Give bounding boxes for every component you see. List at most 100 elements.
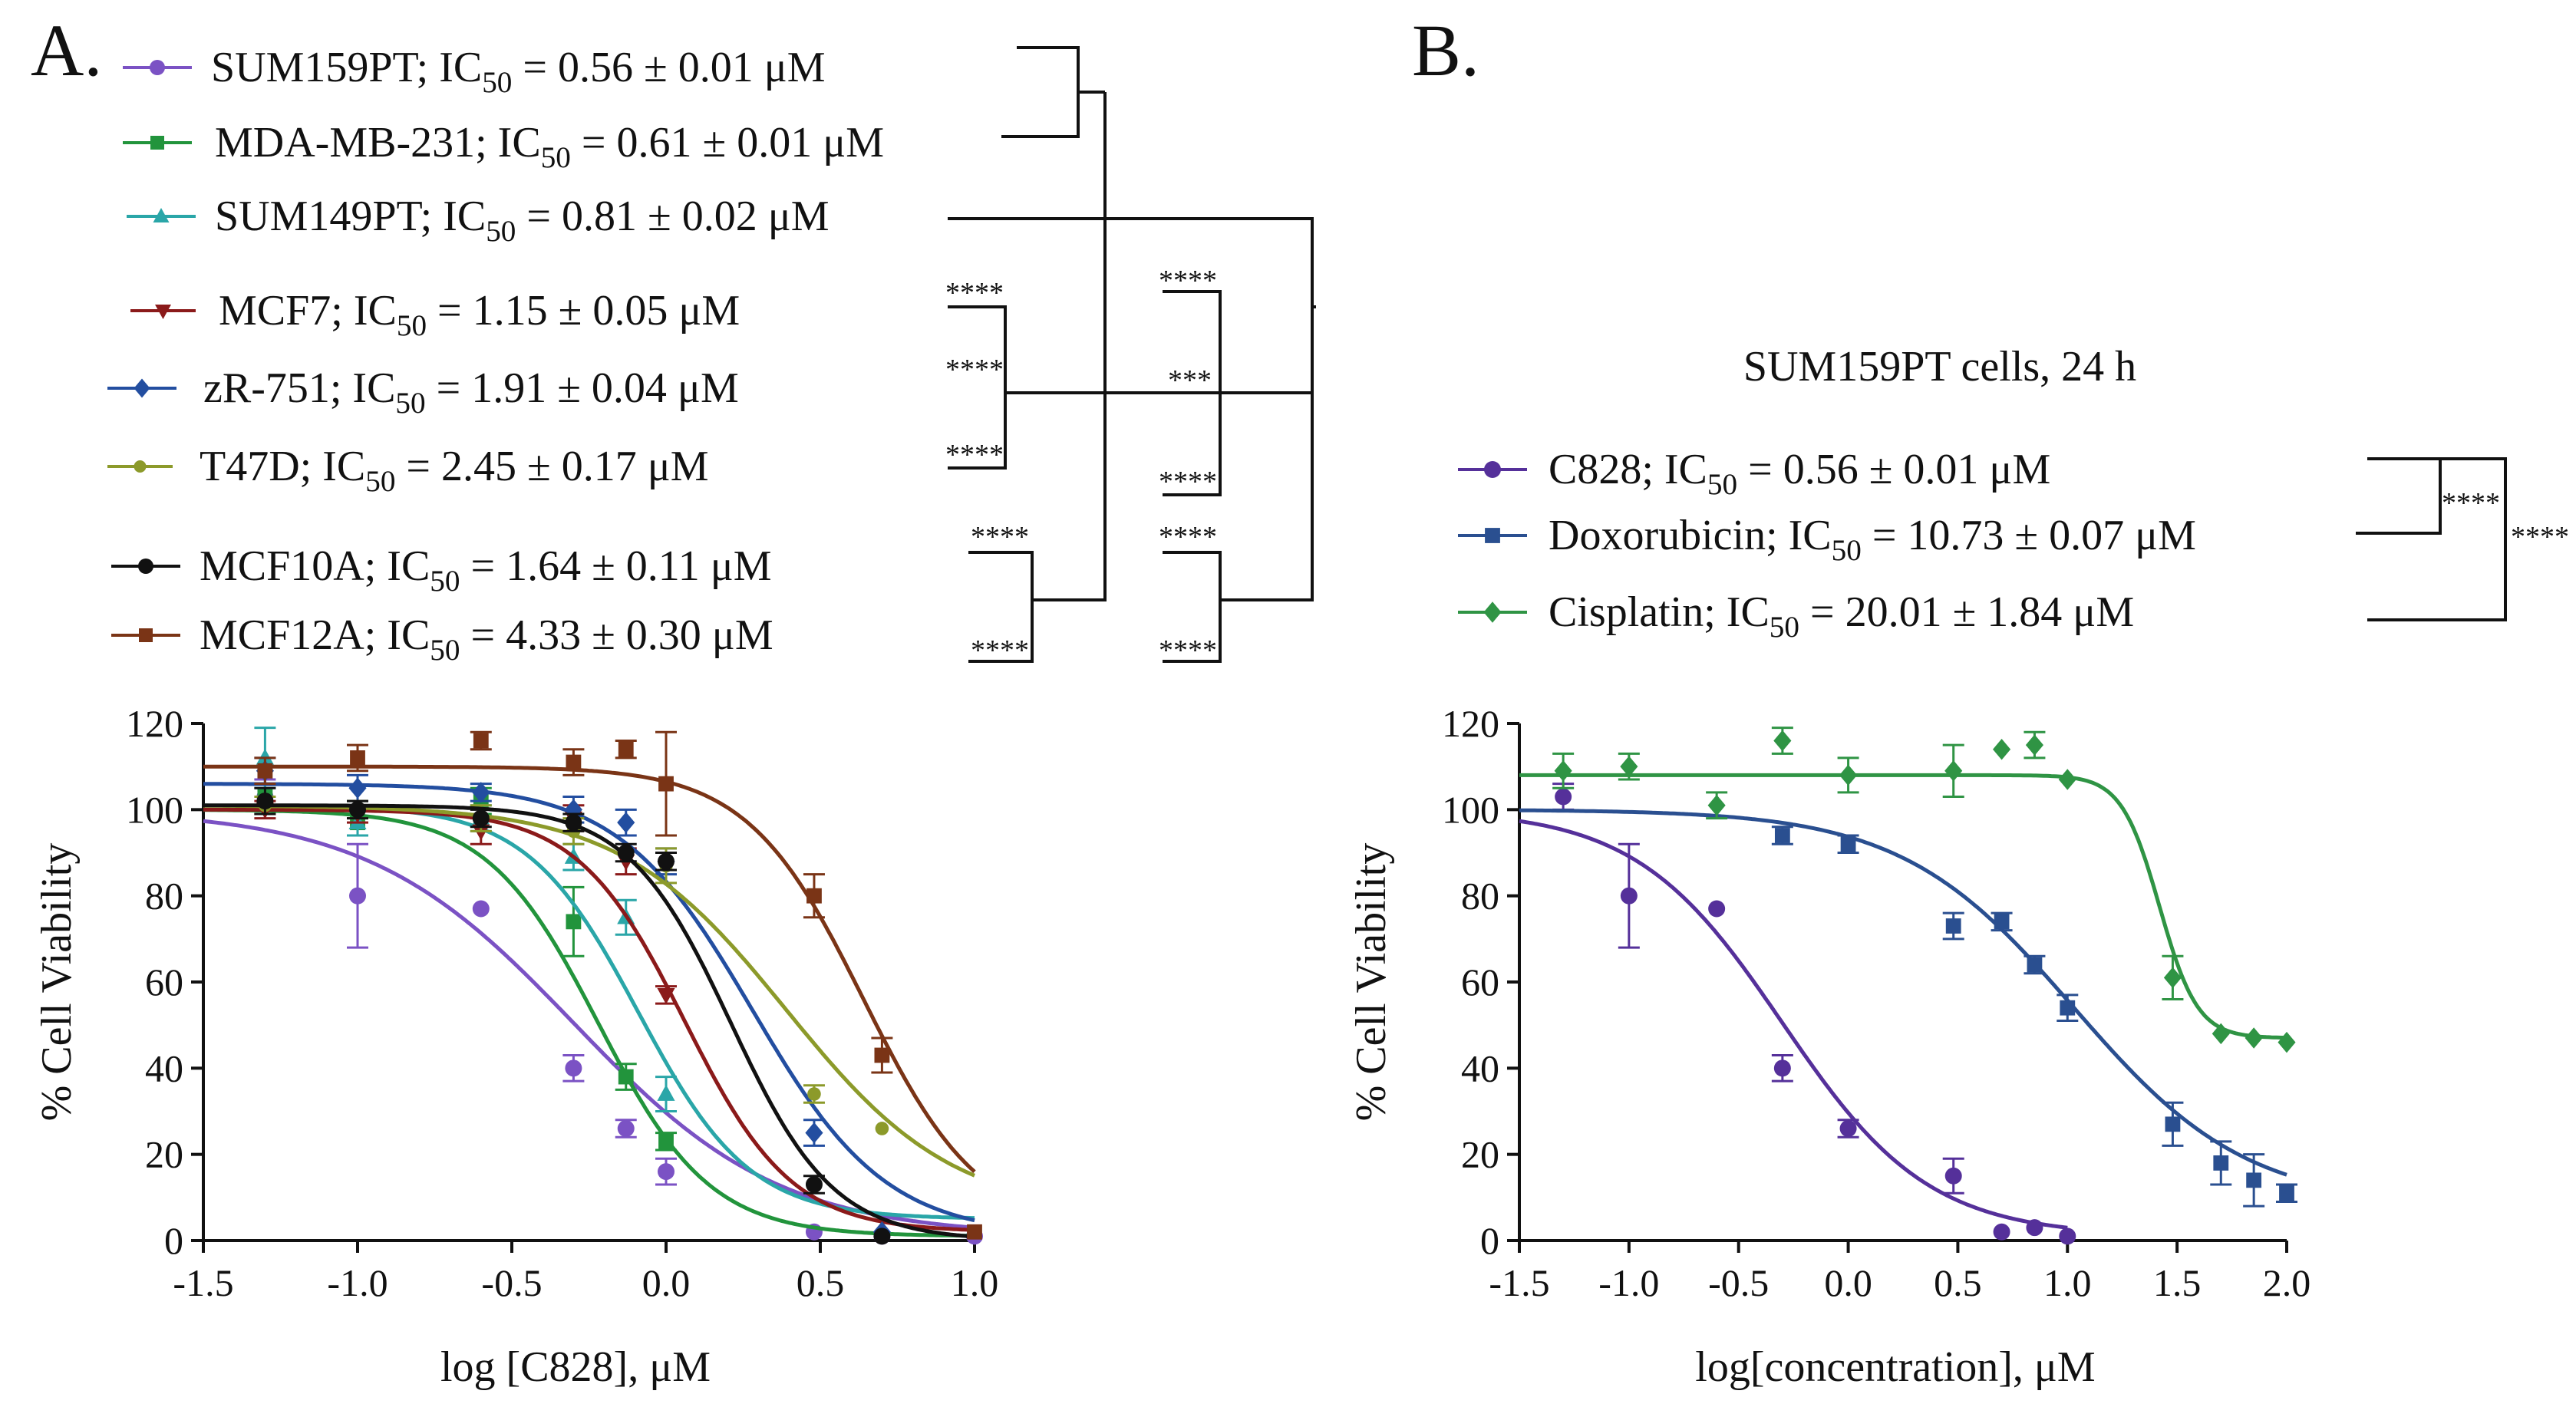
legend-mcf10a-value: = 1.64 ± 0.11 μM (460, 542, 771, 590)
legend-text: Cisplatin; IC50 = 20.01 ± 1.84 μM (1549, 588, 2134, 644)
significance-stars: **** (945, 439, 1004, 471)
panel-a-x-label: log [C828], μM (440, 1343, 711, 1391)
significance-stars: **** (2511, 521, 2569, 553)
data-point (1554, 760, 1572, 782)
series-mda-mb-231 (203, 783, 975, 1238)
significance-stars: **** (1159, 466, 1217, 498)
legend-text: T47D; IC50 = 2.45 ± 0.17 μM (200, 443, 709, 498)
data-point (658, 852, 675, 870)
significance-stars: *** (1168, 364, 1212, 397)
data-point (1840, 836, 1856, 852)
data-point (1555, 788, 1572, 806)
legend-mcf7-value: = 1.15 ± 0.05 μM (427, 287, 740, 334)
x-tick-label: -1.5 (173, 1261, 233, 1304)
data-point (1774, 828, 1790, 843)
panel-b-legend: C828; IC50 = 0.56 ± 0.01 μM Doxorubicin; … (1458, 446, 2196, 644)
data-point (617, 1119, 635, 1137)
data-point (1773, 730, 1792, 752)
legend-text: C828; IC50 = 0.56 ± 0.01 μM (1549, 446, 2050, 501)
series-sum149pt (203, 727, 975, 1221)
fit-curve (1519, 808, 2287, 1177)
data-point (1620, 887, 1638, 905)
data-point (807, 1087, 821, 1101)
data-point (1707, 794, 1726, 816)
legend-cisplatin-subscript: 50 (1770, 611, 1799, 644)
legend-doxorubicin-subscript: 50 (1832, 534, 1862, 567)
data-point (2026, 1219, 2043, 1237)
legend-mcf12a-name: MCF12A; IC (200, 611, 430, 659)
data-point (806, 888, 822, 904)
legend-mda-mb-231: MDA-MB-231; IC50 = 0.61 ± 0.01 μM (123, 119, 884, 174)
data-point (566, 754, 582, 770)
y-tick-label: 80 (145, 875, 183, 918)
data-point (472, 900, 490, 918)
data-point (1708, 900, 1726, 918)
fit-curve (1519, 819, 2068, 1230)
data-point (805, 1175, 823, 1193)
data-point (2025, 734, 2043, 756)
data-point (566, 914, 582, 930)
data-point (2027, 957, 2043, 973)
legend-text: SUM149PT; IC50 = 0.81 ± 0.02 μM (215, 193, 830, 248)
significance-stars: **** (2442, 487, 2500, 519)
significance-stars: **** (1159, 265, 1217, 297)
data-point (1944, 1167, 1962, 1185)
legend-t47d: T47D; IC50 = 2.45 ± 0.17 μM (107, 443, 709, 498)
data-point (875, 1122, 889, 1135)
panel-b-y-label: % Cell Viability (1347, 843, 1395, 1122)
bracket-left-main (1032, 92, 1107, 601)
x-tick-label: -1.5 (1489, 1261, 1549, 1304)
panel-b-title: SUM159PT cells, 24 h (1743, 343, 2136, 390)
data-point (2060, 1000, 2076, 1016)
legend-doxorubicin-value: = 10.73 ± 0.07 μM (1862, 512, 2196, 559)
data-point (1620, 756, 1638, 777)
data-point (1839, 1119, 1857, 1137)
legend-text: MCF12A; IC50 = 4.33 ± 0.30 μM (200, 611, 773, 667)
legend-mcf10a: MCF10A; IC50 = 1.64 ± 0.11 μM (111, 542, 772, 598)
legend-sum149pt-subscript: 50 (486, 215, 516, 248)
legend-marker (139, 628, 153, 642)
legend-marker (1484, 461, 1501, 478)
x-tick-label: 0.0 (1824, 1261, 1872, 1304)
fit-curve (203, 764, 976, 1174)
panel-a-significance-tree: *************************************** (945, 46, 1316, 667)
data-point (2059, 1228, 2076, 1245)
data-point (617, 844, 635, 862)
legend-zr-751: zR-751; IC50 = 1.91 ± 0.04 μM (107, 364, 739, 420)
y-tick-label: 120 (1442, 702, 1499, 745)
y-tick-label: 0 (164, 1219, 183, 1262)
legend-zr-751-name: zR-751; IC (203, 364, 395, 412)
series-mcf12a (203, 730, 982, 1240)
legend-sum149pt-value: = 0.81 ± 0.02 μM (516, 193, 829, 240)
legend-cisplatin: Cisplatin; IC50 = 20.01 ± 1.84 μM (1458, 588, 2134, 644)
panel-a: A. SUM159PT; IC50 = 0.56 ± 0.01 μMMDA-MB… (31, 9, 1316, 1391)
series-mcf7 (203, 799, 975, 1232)
legend-marker (150, 60, 165, 75)
fit-curve (203, 807, 975, 1232)
data-point (565, 1059, 582, 1077)
legend-t47d-subscript: 50 (365, 465, 395, 498)
x-tick-label: 0.5 (1934, 1261, 1982, 1304)
legend-sum159pt: SUM159PT; IC50 = 0.56 ± 0.01 μM (123, 44, 826, 99)
x-tick-label: -0.5 (481, 1261, 542, 1304)
data-point (473, 733, 489, 749)
y-tick-label: 100 (126, 788, 183, 831)
legend-c828-name: C828; IC (1549, 446, 1707, 493)
legend-doxorubicin: Doxorubicin; IC50 = 10.73 ± 0.07 μM (1458, 512, 2196, 567)
legend-text: SUM159PT; IC50 = 0.56 ± 0.01 μM (211, 44, 826, 99)
data-point (967, 1224, 982, 1240)
fit-curve (203, 803, 975, 1239)
legend-mcf7-name: MCF7; IC (219, 287, 397, 334)
x-tick-label: 0.0 (642, 1261, 691, 1304)
panel-b: B. SUM159PT cells, 24 h C828; IC50 = 0.5… (1347, 9, 2569, 1391)
legend-doxorubicin-name: Doxorubicin; IC (1549, 512, 1832, 559)
significance-stars: **** (945, 354, 1004, 386)
data-point (805, 1122, 823, 1144)
legend-c828: C828; IC50 = 0.56 ± 0.01 μM (1458, 446, 2050, 501)
x-tick-label: -1.0 (327, 1261, 388, 1304)
panel-a-plot: 0 20 40 60 80 100 120 -1.5 -1.0 -0.5 0.0 0.5 1.0 (126, 702, 998, 1304)
legend-sum149pt-name: SUM149PT; IC (215, 193, 486, 240)
legend-mcf10a-subscript: 50 (430, 565, 460, 598)
significance-stars: **** (1159, 634, 1217, 667)
series-doxorubicin (1519, 808, 2297, 1208)
